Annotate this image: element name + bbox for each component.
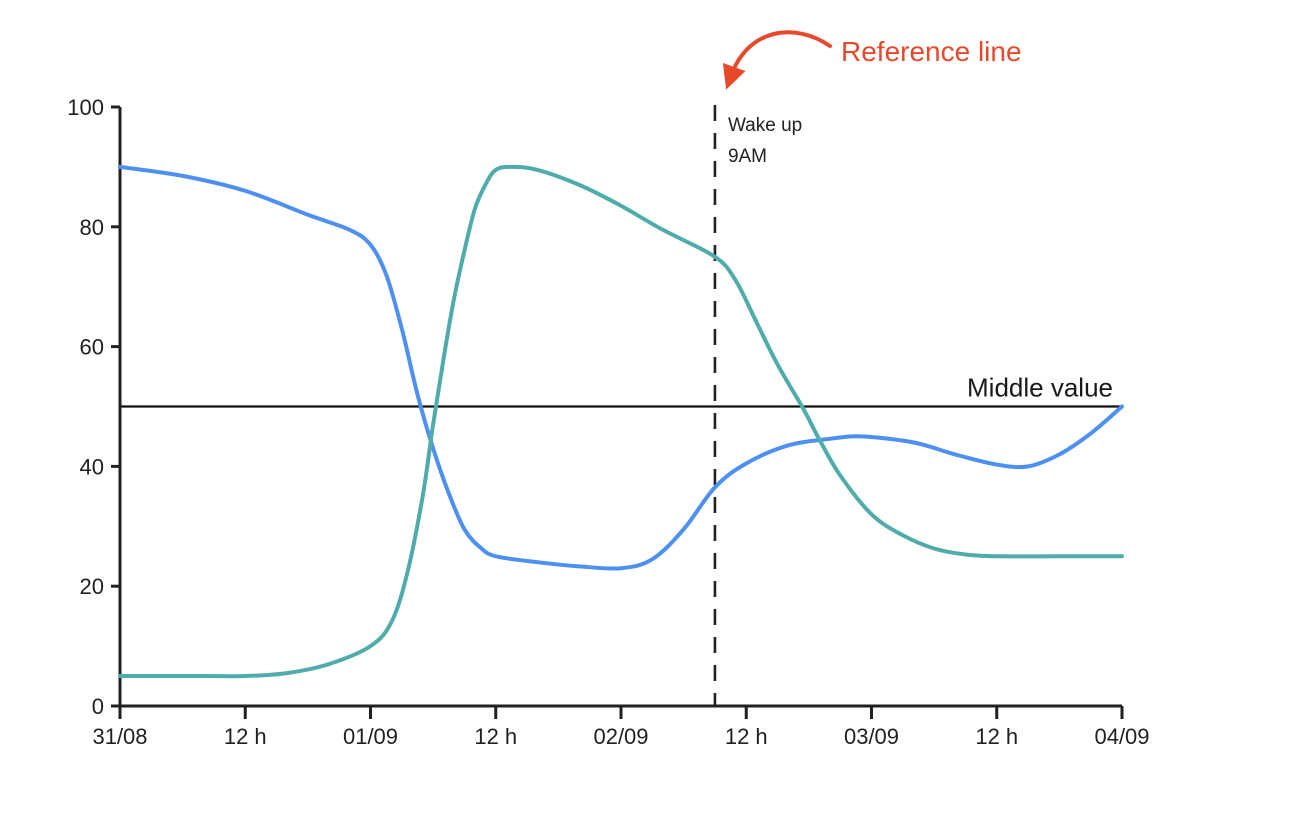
x-tick-label: 12 h: [224, 724, 267, 749]
y-tick-label: 0: [92, 694, 104, 719]
y-tick-label: 60: [80, 335, 104, 360]
x-tick-label: 12 h: [474, 724, 517, 749]
y-tick-label: 100: [67, 95, 104, 120]
middle-value-label: Middle value: [967, 373, 1113, 403]
x-tick-label: 12 h: [725, 724, 768, 749]
wake-time-label: 9AM: [728, 146, 767, 167]
x-tick-label: 01/09: [343, 724, 398, 749]
x-tick-label: 03/09: [844, 724, 899, 749]
series-teal-line: [118, 164, 1124, 679]
x-tick-label: 04/09: [1094, 724, 1149, 749]
y-tick-label: 40: [80, 454, 104, 479]
reference-line-annotation: Reference line: [841, 36, 1022, 67]
y-tick-label: 20: [80, 574, 104, 599]
x-tick-label: 02/09: [593, 724, 648, 749]
y-tick-label: 80: [80, 215, 104, 240]
series-blue-line: [118, 164, 1124, 571]
wake-up-label: Wake up: [728, 115, 802, 136]
curved-arrow-icon: [722, 30, 832, 90]
x-tick-label: 12 h: [975, 724, 1018, 749]
x-tick-label: 31/08: [92, 724, 147, 749]
